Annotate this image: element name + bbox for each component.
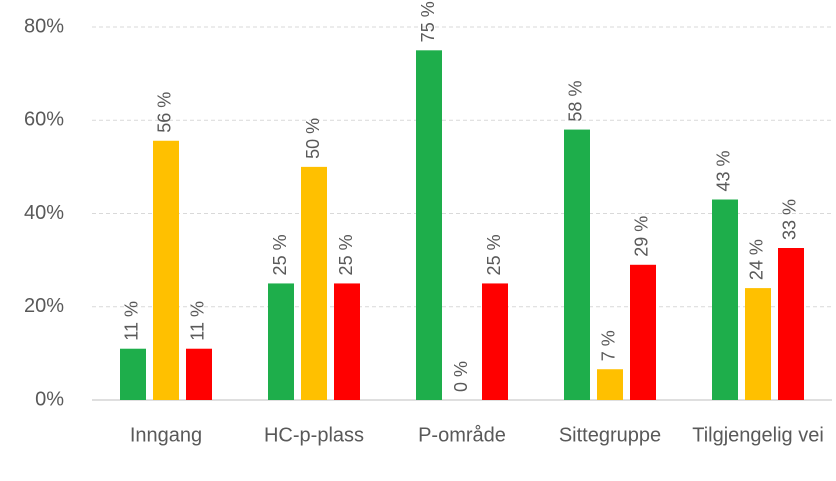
value-label: 58 % <box>566 81 586 122</box>
x-tick-label: P-område <box>418 424 506 446</box>
bar <box>745 288 771 400</box>
bar <box>712 199 738 400</box>
x-tick-label: Sittegruppe <box>559 424 661 446</box>
y-tick-label: 20% <box>24 295 64 317</box>
x-tick-label: Inngang <box>130 424 202 446</box>
bar <box>186 348 212 400</box>
value-label: 50 % <box>303 118 323 159</box>
value-label: 43 % <box>714 150 734 191</box>
bar <box>778 248 804 400</box>
y-tick-label: 60% <box>24 109 64 131</box>
value-label: 0 % <box>451 361 471 392</box>
value-label: 56 % <box>155 92 175 133</box>
value-label: 75 % <box>418 1 438 42</box>
bar <box>153 140 179 400</box>
y-tick-label: 80% <box>24 15 64 37</box>
value-label: 11 % <box>122 301 142 341</box>
bar <box>120 348 146 400</box>
bar <box>334 283 360 400</box>
x-tick-label: Tilgjengelig vei <box>692 424 824 446</box>
y-tick-label: 40% <box>24 202 64 224</box>
value-label: 25 % <box>336 234 356 275</box>
value-label: 24 % <box>747 239 767 280</box>
value-label: 29 % <box>632 216 652 257</box>
value-label: 11 % <box>188 301 208 341</box>
bar <box>301 166 327 400</box>
bar <box>630 264 656 400</box>
bar <box>564 129 590 400</box>
bar <box>597 369 623 400</box>
bar <box>482 283 508 400</box>
value-label: 25 % <box>270 234 290 275</box>
value-label: 33 % <box>780 199 800 240</box>
value-label: 25 % <box>484 234 504 275</box>
y-tick-label: 0% <box>35 388 64 410</box>
bar <box>268 283 294 400</box>
value-label: 7 % <box>599 330 619 361</box>
bar <box>416 50 442 400</box>
x-tick-label: HC-p-plass <box>264 424 364 446</box>
